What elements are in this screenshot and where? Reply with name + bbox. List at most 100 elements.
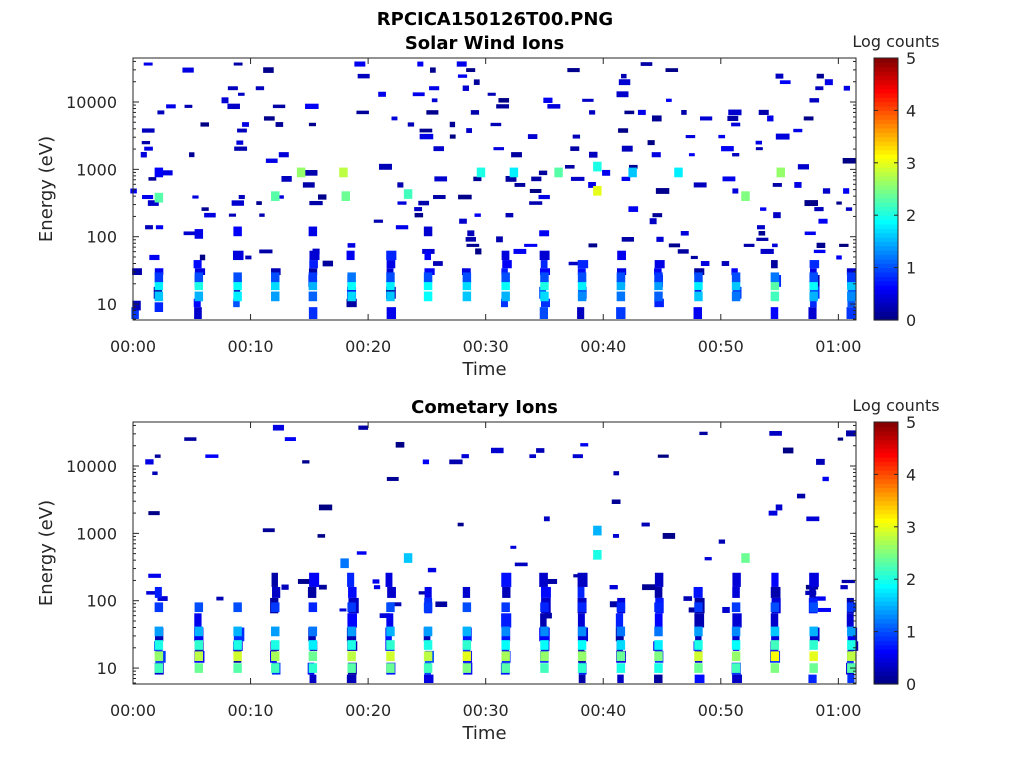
colorbar-tick-label: 3 — [906, 154, 916, 173]
heatmap-cell — [317, 534, 326, 538]
heatmap-cell — [847, 602, 856, 613]
heatmap-cell — [609, 585, 618, 590]
heatmap-cell — [577, 613, 585, 628]
heatmap-cell — [256, 201, 262, 205]
heatmap-cell — [130, 188, 137, 194]
heatmap-cell — [538, 170, 548, 176]
heatmap-cell — [577, 651, 587, 662]
heatmap-cell — [386, 663, 395, 673]
heatmap-cell — [527, 134, 538, 140]
heatmap-cell — [665, 68, 679, 72]
heatmap-cell — [731, 651, 741, 662]
colorbar-swatch — [874, 71, 898, 77]
heatmap-cell — [461, 268, 471, 276]
colorbar-swatch — [874, 544, 898, 550]
heatmap-cell — [665, 98, 672, 102]
heatmap-cell — [662, 532, 676, 539]
heatmap-cell — [809, 640, 818, 650]
heatmap-cell — [148, 573, 161, 578]
x-tick-label: 00:30 — [463, 701, 509, 720]
heatmap-cell — [589, 110, 596, 115]
heatmap-cell — [154, 272, 164, 283]
heatmap-cell — [732, 613, 742, 628]
plot-frame — [132, 57, 857, 321]
heatmap-cell — [435, 601, 448, 608]
heatmap-cell — [808, 307, 817, 320]
heatmap-cell — [602, 169, 611, 176]
heatmap-cell — [685, 135, 696, 139]
heatmap-cell — [809, 98, 820, 103]
heatmap-cell — [194, 272, 204, 283]
colorbar-swatch — [874, 522, 898, 528]
heatmap-cell — [700, 261, 710, 267]
heatmap-cell — [419, 128, 433, 133]
colorbar-swatch — [874, 653, 898, 659]
panel-title: Cometary Ions — [411, 397, 558, 418]
colorbar-swatch — [874, 254, 898, 260]
heatmap-cell — [654, 663, 663, 673]
heatmap-cell — [572, 454, 583, 459]
heatmap-cell — [722, 606, 730, 613]
heatmap-cell — [318, 584, 327, 590]
colorbar-tick-label: 1 — [906, 623, 916, 642]
heatmap-cell — [462, 651, 472, 662]
heatmap-cell — [309, 572, 320, 587]
heatmap-cell — [132, 300, 141, 311]
colorbar-swatch — [874, 518, 898, 524]
x-tick-label: 00:50 — [698, 337, 744, 356]
heatmap-cell — [194, 307, 202, 320]
heatmap-cell — [302, 460, 310, 464]
heatmap-cell — [813, 596, 826, 601]
heatmap-cell — [822, 476, 829, 482]
heatmap-cell — [272, 104, 286, 109]
heatmap-cell — [683, 596, 693, 601]
heatmap-cell — [308, 122, 316, 127]
heatmap-cell — [386, 640, 395, 650]
heatmap-cell — [531, 176, 542, 182]
heatmap-cell — [541, 298, 551, 308]
heatmap-cell — [378, 91, 386, 97]
colorbar-tick-label: 2 — [906, 206, 916, 225]
heatmap-cell — [144, 146, 153, 151]
colorbar-swatch — [874, 592, 898, 598]
colorbar-swatch — [874, 614, 898, 620]
heatmap-cell — [760, 207, 767, 211]
heatmap-cell — [794, 182, 802, 188]
heatmap-cell — [356, 110, 369, 115]
heatmap-cell — [194, 626, 204, 637]
heatmap-cell — [843, 85, 850, 91]
heatmap-cell — [423, 291, 433, 302]
colorbar-swatch — [874, 478, 898, 484]
heatmap-cell — [505, 212, 514, 218]
heatmap-cell — [688, 607, 696, 613]
heatmap-cell — [694, 640, 703, 650]
heatmap-cell — [577, 626, 587, 637]
heatmap-cell — [846, 613, 854, 628]
heatmap-cell — [500, 298, 508, 308]
heatmap-cell — [308, 663, 318, 673]
colorbar-swatch — [874, 58, 898, 63]
heatmap-cell — [407, 122, 415, 127]
heatmap-cell — [271, 626, 280, 637]
heatmap-cell — [772, 183, 782, 187]
heatmap-cell — [577, 572, 588, 587]
colorbar-swatch — [874, 448, 898, 454]
heatmap-cell — [839, 243, 849, 247]
heatmap-cell — [690, 255, 698, 260]
heatmap-cell — [318, 504, 333, 511]
heatmap-cell — [372, 579, 380, 584]
heatmap-cell — [840, 585, 848, 590]
colorbar-swatch — [874, 106, 898, 111]
heatmap-cell — [756, 237, 769, 241]
heatmap-cell — [536, 448, 545, 453]
heatmap-cell — [501, 663, 510, 673]
heatmap-cell — [538, 194, 550, 200]
heatmap-cell — [281, 176, 292, 182]
heatmap-cell — [809, 572, 819, 587]
heatmap-cell — [544, 612, 552, 619]
heatmap-cell — [616, 268, 627, 276]
heatmap-cell — [743, 243, 755, 247]
heatmap-cell — [804, 200, 819, 207]
colorbar-swatch — [874, 465, 898, 471]
heatmap-cell — [386, 602, 395, 613]
